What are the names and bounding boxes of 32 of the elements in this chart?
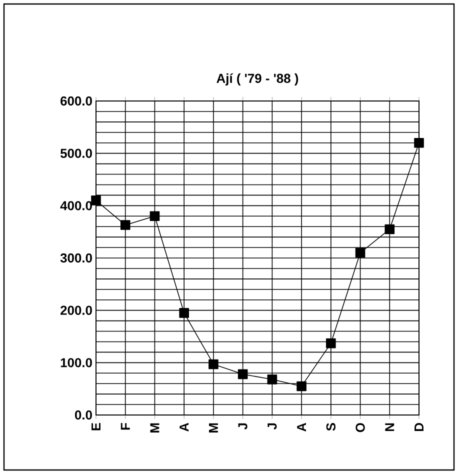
point: [326, 338, 336, 348]
point: [150, 211, 160, 222]
x-tick-label: A: [180, 422, 189, 432]
x-tick-label: S: [326, 423, 336, 431]
point: [179, 308, 189, 318]
x-tick-label: O: [356, 423, 365, 432]
x-tick-label: J: [238, 423, 248, 430]
y-tick-label: 100.0: [60, 358, 92, 368]
point: [384, 224, 395, 234]
point: [267, 374, 278, 384]
point: [238, 369, 248, 380]
x-tick-label: M: [209, 423, 218, 432]
y-tick-label: 0.0: [74, 410, 92, 420]
x-tick-label: F: [120, 422, 130, 430]
y-tick-label: 200.0: [60, 306, 92, 315]
point: [120, 220, 130, 230]
x-tick-label: N: [385, 423, 394, 432]
x-tick-label: M: [150, 423, 160, 432]
x-tick-label: D: [414, 423, 424, 432]
point: [91, 196, 101, 206]
y-tick-label: 500.0: [60, 148, 92, 158]
y-tick-label: 400.0: [60, 201, 92, 210]
point: [414, 138, 424, 148]
chart-title: Ají ( '79 - '88 ): [216, 73, 298, 86]
point: [296, 381, 306, 392]
y-tick-label: 600.0: [60, 96, 92, 106]
y-tick-label: 300.0: [60, 253, 92, 263]
point: [208, 359, 218, 370]
x-tick-label: A: [297, 422, 306, 432]
x-tick-label: E: [92, 423, 100, 430]
x-tick-label: J: [268, 423, 277, 430]
point: [355, 248, 366, 258]
